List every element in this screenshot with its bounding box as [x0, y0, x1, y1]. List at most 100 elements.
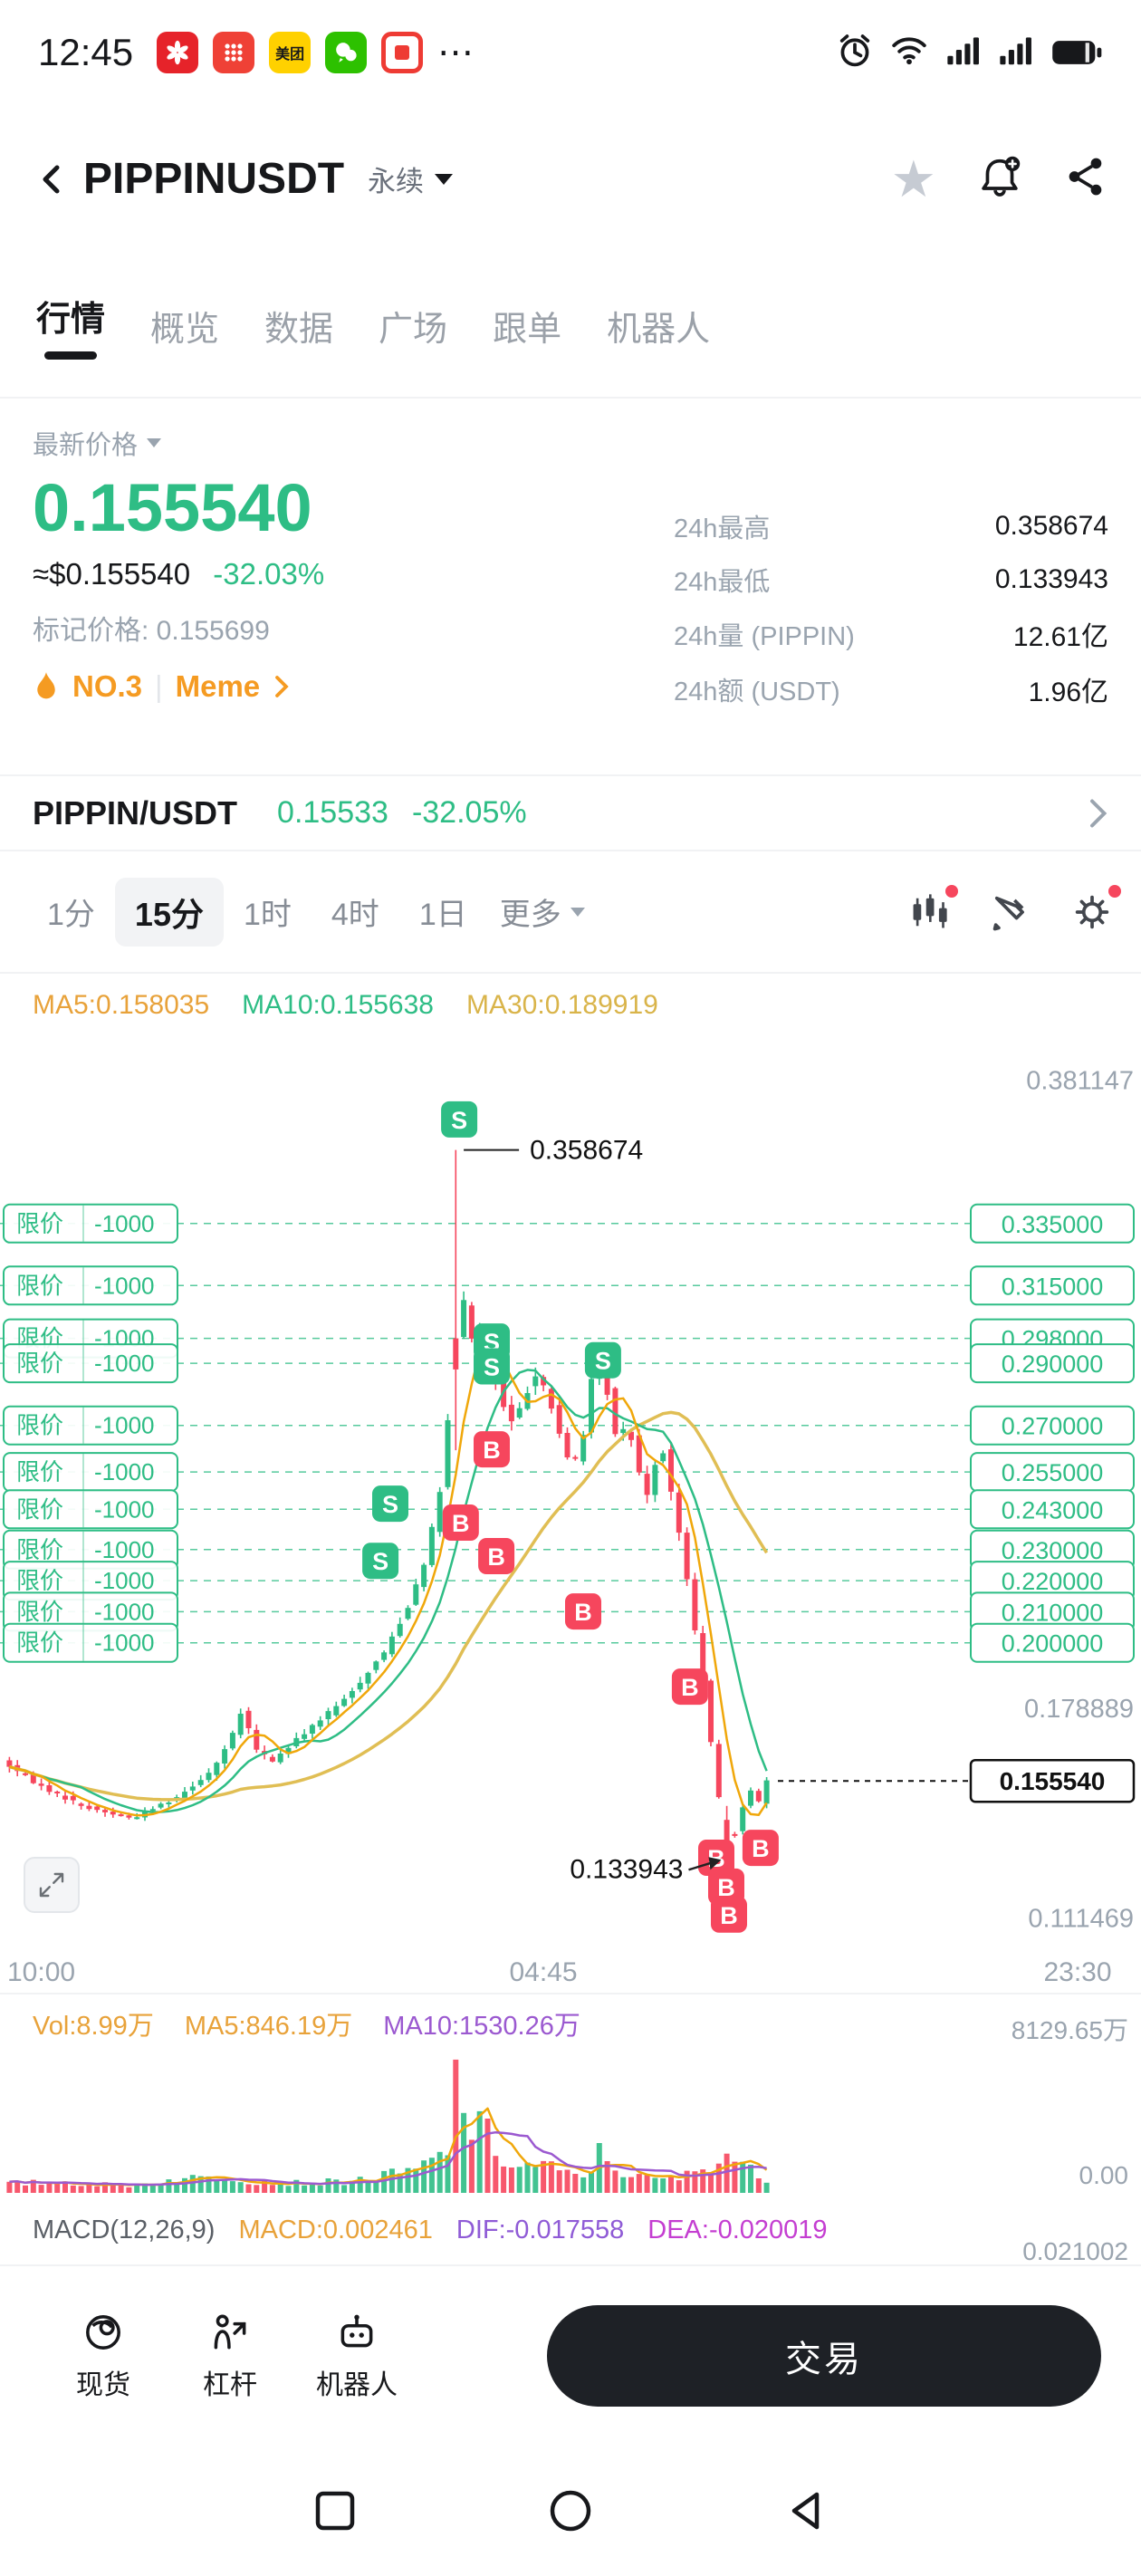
svg-text:B: B — [681, 1674, 699, 1701]
tf-4h[interactable]: 4时 — [331, 898, 379, 932]
nav-tabs: 行情 概览 数据 广场 跟单 机器人 — [0, 254, 1141, 399]
android-nav-bar — [0, 2446, 1141, 2576]
svg-text:0.290000: 0.290000 — [1002, 1350, 1104, 1378]
tab-copy-trade[interactable]: 跟单 — [493, 310, 562, 349]
favorite-star-icon[interactable]: ★ — [890, 149, 936, 207]
pair-change: -32.05% — [411, 795, 527, 830]
svg-text:10:00: 10:00 — [7, 1957, 75, 1987]
svg-text:限价: 限价 — [16, 1458, 63, 1485]
svg-text:B: B — [574, 1599, 592, 1626]
app-header: PIPPINUSDT 永续 ★ — [0, 104, 1141, 254]
flame-icon — [37, 672, 55, 699]
tf-15m[interactable]: 15分 — [114, 877, 224, 947]
svg-text:限价: 限价 — [16, 1629, 63, 1657]
macd-row[interactable]: MACD(12,26,9) MACD:0.002461 DIF:-0.01755… — [0, 2196, 1141, 2266]
contract-type-dropdown[interactable]: 永续 — [368, 159, 454, 199]
tab-data[interactable]: 数据 — [264, 310, 334, 349]
stat-row: 24h最低 0.133943 — [674, 561, 1108, 599]
trade-button[interactable]: 交易 — [547, 2305, 1101, 2407]
coin-icon — [86, 2315, 120, 2350]
svg-text:S: S — [382, 1491, 398, 1518]
svg-text:-1000: -1000 — [94, 1412, 155, 1439]
svg-text:-1000: -1000 — [94, 1495, 155, 1523]
chart-style-icon[interactable] — [907, 884, 958, 934]
stats-panel: 24h最高 0.358674 24h最低 0.133943 24h量 (PIPPIN… — [674, 424, 1108, 774]
red-app-glyph — [395, 44, 410, 60]
svg-text:0.335000: 0.335000 — [1002, 1211, 1104, 1238]
timeframe-bar: 1分 15分 1时 4时 1日 更多 — [0, 851, 1141, 974]
tf-1m[interactable]: 1分 — [47, 898, 95, 932]
svg-text:-1000: -1000 — [94, 1272, 155, 1299]
tab-overview[interactable]: 概览 — [150, 310, 220, 349]
stat-row: 24h量 (PIPPIN) 12.61亿 — [674, 614, 1108, 654]
svg-text:0.178889: 0.178889 — [1024, 1695, 1134, 1724]
svg-text:-1000: -1000 — [94, 1458, 155, 1485]
ma-indicator-row[interactable]: MA5:0.158035 MA10:0.155638 MA30:0.189919 — [0, 974, 1141, 1037]
chevron-right-icon — [1087, 797, 1108, 830]
svg-text:S: S — [451, 1107, 467, 1134]
red-app-icon — [381, 31, 424, 73]
mark-price: 标记价格: 0.155699 — [33, 616, 270, 646]
robot-icon — [340, 2314, 373, 2348]
svg-text:-1000: -1000 — [94, 1536, 155, 1563]
ma30-label: MA30:0.189919 — [466, 990, 658, 1020]
svg-text:B: B — [487, 1543, 505, 1571]
badge-divider: | — [155, 669, 163, 703]
overflow-dots-icon: ⋯ — [437, 32, 476, 72]
tf-1h[interactable]: 1时 — [243, 898, 292, 932]
stat-row: 24h额 (USDT) 1.96亿 — [674, 669, 1108, 709]
svg-text:限价: 限价 — [16, 1272, 63, 1299]
svg-text:B: B — [752, 1835, 770, 1862]
bot-button[interactable]: 机器人 — [293, 2310, 420, 2402]
svg-text:0.358674: 0.358674 — [530, 1136, 643, 1166]
ma10-label: MA10:0.155638 — [242, 990, 434, 1020]
alarm-icon — [837, 32, 873, 72]
share-icon[interactable] — [1063, 154, 1108, 204]
ma5-label: MA5:0.158035 — [33, 990, 210, 1020]
rank-badge[interactable]: NO.3 | Meme — [33, 669, 674, 704]
svg-text:B: B — [483, 1437, 501, 1464]
svg-text:-1000: -1000 — [94, 1629, 155, 1657]
pair-price: 0.15533 — [277, 795, 388, 830]
chart-settings-gear-icon[interactable] — [1070, 884, 1121, 934]
pair-name: PIPPIN/USDT — [33, 793, 238, 831]
tab-bot[interactable]: 机器人 — [607, 310, 711, 349]
tf-1d[interactable]: 1日 — [418, 898, 467, 932]
rank-label: NO.3 — [72, 669, 143, 703]
svg-text:0.133943: 0.133943 — [570, 1854, 683, 1884]
spot-label: 现货 — [76, 2370, 130, 2400]
margin-button[interactable]: 杠杆 — [167, 2310, 293, 2402]
svg-text:限价: 限价 — [16, 1495, 63, 1523]
price-type-dropdown[interactable]: 最新价格 — [33, 424, 674, 462]
tab-square[interactable]: 广场 — [379, 310, 448, 349]
fullscreen-expand-icon[interactable] — [24, 1857, 80, 1913]
price-alert-bell-icon[interactable] — [976, 153, 1023, 205]
svg-text:04:45: 04:45 — [509, 1957, 577, 1987]
bot-label: 机器人 — [316, 2370, 398, 2400]
dif-value: DIF:-0.017558 — [455, 2215, 625, 2244]
volume-chart-svg[interactable] — [0, 2052, 1141, 2197]
stat-label: 24h最高 — [674, 514, 771, 543]
tf-more-dropdown[interactable]: 更多 — [487, 879, 598, 945]
meituan-app-icon: 美团 — [269, 31, 312, 73]
macd-value: MACD:0.002461 — [238, 2215, 433, 2244]
stat-value: 0.133943 — [994, 564, 1108, 594]
volume-section[interactable]: Vol:8.99万 MA5:846.19万 MA10:1530.26万 8129… — [0, 1993, 1141, 2196]
recents-square-icon[interactable] — [312, 2487, 359, 2534]
tab-market[interactable]: 行情 — [36, 291, 105, 360]
back-triangle-icon[interactable] — [782, 2487, 829, 2534]
meituan-label: 美团 — [275, 46, 305, 62]
draw-tool-icon[interactable] — [989, 890, 1032, 934]
home-circle-icon[interactable] — [547, 2487, 594, 2534]
clock: 12:45 — [38, 30, 134, 73]
wechat-app-icon — [325, 31, 368, 73]
svg-text:0.243000: 0.243000 — [1002, 1496, 1104, 1523]
svg-text:0.381147: 0.381147 — [1026, 1067, 1134, 1096]
bottom-toolbar: 现货 杠杆 机器人 交易 — [0, 2264, 1141, 2446]
huawei-app-icon — [157, 31, 199, 73]
price-chart-svg[interactable]: 限价 -1000 限价 -1000 限价 -1000 限价 -1000 限价 -1000 限价 -10… — [0, 1037, 1141, 1993]
spot-pair-row[interactable]: PIPPIN/USDT 0.15533 -32.05% — [0, 774, 1141, 851]
category-link[interactable]: Meme — [175, 669, 261, 703]
spot-button[interactable]: 现货 — [40, 2310, 167, 2402]
back-button[interactable] — [33, 159, 72, 199]
